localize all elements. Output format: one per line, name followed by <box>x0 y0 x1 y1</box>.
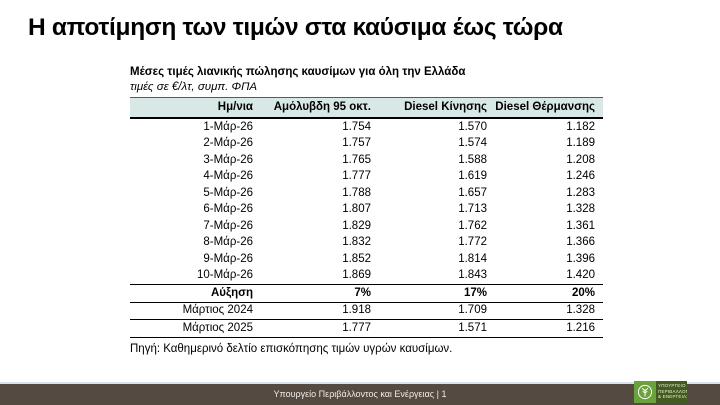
table-cell: 1.777 <box>261 319 379 338</box>
footer-text: Υπουργείο Περιβάλλοντος και Ενέργειας | … <box>273 389 447 399</box>
table-cell: 1.208 <box>495 152 603 169</box>
table-row: 1-Μάρ-26 1.754 1.570 1.182 <box>130 118 603 136</box>
table-cell: 1-Μάρ-26 <box>130 118 261 136</box>
table-cell: 1.574 <box>379 135 495 152</box>
table-cell: 9-Μάρ-26 <box>130 251 261 268</box>
table-row: Μάρτιος 2025 1.777 1.571 1.216 <box>130 319 603 338</box>
table-cell: 1.182 <box>495 118 603 136</box>
table-cell: 1.772 <box>379 234 495 251</box>
table-cell: Μάρτιος 2024 <box>130 302 261 320</box>
table-cell: 1.571 <box>379 319 495 338</box>
footer-bar: Υπουργείο Περιβάλλοντος και Ενέργειας | … <box>0 382 720 405</box>
column-header: Ημ/νια <box>130 97 261 119</box>
ministry-logo: ΥΠΟΥΡΓΕΙΟ ΠΕΡΙΒΑΛΛΟΝΤΟΣ & ΕΝΕΡΓΕΙΑΣ <box>634 381 687 403</box>
table-cell: 17% <box>379 284 495 303</box>
column-header: Αμόλυβδη 95 οκτ. <box>261 97 379 119</box>
table-cell: 1.762 <box>379 218 495 235</box>
table-row: 5-Μάρ-26 1.788 1.657 1.283 <box>130 185 603 202</box>
table-cell: 1.396 <box>495 251 603 268</box>
fuel-price-table: Ημ/νια Αμόλυβδη 95 οκτ. Diesel Κίνησης Dies… <box>130 97 603 338</box>
table-row: Αύξηση 7% 17% 20% <box>130 284 603 303</box>
table-row: 10-Μάρ-26 1.869 1.843 1.420 <box>130 267 603 285</box>
table-row: 3-Μάρ-26 1.765 1.588 1.208 <box>130 152 603 169</box>
table-row: 9-Μάρ-26 1.852 1.814 1.396 <box>130 251 603 268</box>
table-cell: 8-Μάρ-26 <box>130 234 261 251</box>
table-cell: 1.366 <box>495 234 603 251</box>
table-subcaption: τιμές σε €/λτ, συμπ. ΦΠΑ <box>130 81 258 93</box>
table-cell: 1.754 <box>261 118 379 136</box>
table-row: 4-Μάρ-26 1.777 1.619 1.246 <box>130 168 603 185</box>
table-cell: 1.328 <box>495 302 603 320</box>
table-row: 2-Μάρ-26 1.757 1.574 1.189 <box>130 135 603 152</box>
table-header: Ημ/νια Αμόλυβδη 95 οκτ. Diesel Κίνησης Dies… <box>130 97 603 119</box>
table-cell: Μάρτιος 2025 <box>130 319 261 338</box>
table-cell: 1.619 <box>379 168 495 185</box>
table-cell: 1.777 <box>261 168 379 185</box>
tree-emblem-icon <box>634 381 656 403</box>
table-row: 7-Μάρ-26 1.829 1.762 1.361 <box>130 218 603 235</box>
table-cell: 1.852 <box>261 251 379 268</box>
table-cell: 1.843 <box>379 267 495 285</box>
table-cell: 1.829 <box>261 218 379 235</box>
table-row: Μάρτιος 2024 1.918 1.709 1.328 <box>130 302 603 320</box>
table-row: 6-Μάρ-26 1.807 1.713 1.328 <box>130 201 603 218</box>
table-block: Μέσες τιμές λιανικής πώλησης καυσίμων γι… <box>130 66 603 366</box>
table-cell: 2-Μάρ-26 <box>130 135 261 152</box>
page-title: Η αποτίμηση των τιμών στα καύσιμα έως τώ… <box>28 14 563 41</box>
table-row: 8-Μάρ-26 1.832 1.772 1.366 <box>130 234 603 251</box>
table-cell: Αύξηση <box>130 284 261 303</box>
table-cell: 1.814 <box>379 251 495 268</box>
table-cell: 1.189 <box>495 135 603 152</box>
column-header: Diesel Κίνησης <box>379 97 495 119</box>
table-cell: 1.588 <box>379 152 495 169</box>
table-cell: 1.765 <box>261 152 379 169</box>
table-body: 1-Μάρ-26 1.754 1.570 1.182 2-Μάρ-26 1.757 1.57… <box>130 118 603 338</box>
table-cell: 4-Μάρ-26 <box>130 168 261 185</box>
table-cell: 7-Μάρ-26 <box>130 218 261 235</box>
table-cell: 1.420 <box>495 267 603 285</box>
table-cell: 1.757 <box>261 135 379 152</box>
table-cell: 6-Μάρ-26 <box>130 201 261 218</box>
table-cell: 1.709 <box>379 302 495 320</box>
table-cell: 1.713 <box>379 201 495 218</box>
table-cell: 1.283 <box>495 185 603 202</box>
table-cell: 1.832 <box>261 234 379 251</box>
table-cell: 3-Μάρ-26 <box>130 152 261 169</box>
table-cell: 1.807 <box>261 201 379 218</box>
table-cell: 5-Μάρ-26 <box>130 185 261 202</box>
table-cell: 1.246 <box>495 168 603 185</box>
table-cell: 7% <box>261 284 379 303</box>
table-cell: 1.570 <box>379 118 495 136</box>
table-cell: 1.918 <box>261 302 379 320</box>
table-cell: 1.657 <box>379 185 495 202</box>
table-cell: 1.216 <box>495 319 603 338</box>
source-note: Πηγή: Καθημερινό δελτίο επισκόπησης τιμώ… <box>130 342 453 355</box>
logo-text: ΥΠΟΥΡΓΕΙΟ ΠΕΡΙΒΑΛΛΟΝΤΟΣ & ΕΝΕΡΓΕΙΑΣ <box>656 381 687 403</box>
table-cell: 20% <box>495 284 603 303</box>
table-cell: 1.361 <box>495 218 603 235</box>
table-cell: 1.869 <box>261 267 379 285</box>
table-cell: 10-Μάρ-26 <box>130 267 261 285</box>
table-cell: 1.328 <box>495 201 603 218</box>
table-caption: Μέσες τιμές λιανικής πώλησης καυσίμων γι… <box>130 66 466 78</box>
column-header: Diesel Θέρμανσης <box>495 97 603 119</box>
table-cell: 1.788 <box>261 185 379 202</box>
